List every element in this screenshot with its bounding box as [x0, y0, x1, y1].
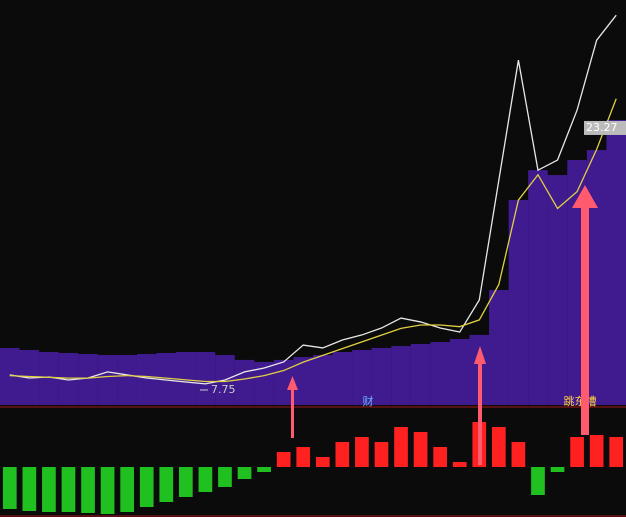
- histogram-bar: [198, 467, 213, 492]
- arrow-shaft: [581, 205, 589, 435]
- histogram-bar: [315, 457, 330, 467]
- histogram-bar: [452, 462, 467, 467]
- histogram-bar: [609, 437, 624, 467]
- indicator-bar: [410, 344, 431, 405]
- indicator-bar: [332, 351, 353, 405]
- histogram-bar: [335, 442, 350, 467]
- indicator-bar: [430, 342, 450, 405]
- indicator-bar: [508, 200, 529, 405]
- histogram-bar: [178, 467, 193, 497]
- indicator-bar: [0, 347, 20, 405]
- indicator-bar: [313, 355, 333, 405]
- price-tag-label: 23.27: [586, 121, 618, 134]
- histogram-bar: [81, 467, 95, 513]
- histogram-bar: [42, 467, 56, 512]
- indicator-bar: [195, 351, 216, 405]
- signal-label: 跳东槽: [564, 394, 597, 408]
- histogram-bar: [237, 467, 252, 479]
- indicator-bar: [528, 170, 548, 405]
- indicator-bar: [176, 351, 196, 405]
- histogram-bar: [257, 467, 271, 472]
- histogram-bar: [100, 467, 115, 514]
- arrows: [287, 185, 598, 465]
- arrow-head: [287, 376, 298, 390]
- indicator-bar: [586, 150, 607, 405]
- indicator-bar: [234, 359, 255, 405]
- indicator-bar: [449, 338, 470, 405]
- indicator-bar: [78, 354, 98, 405]
- indicator-bar: [371, 347, 392, 405]
- histogram-bar: [550, 467, 565, 472]
- histogram-bar: [394, 427, 408, 467]
- histogram-bar: [491, 427, 506, 467]
- indicator-bar: [606, 120, 626, 406]
- arrow-head: [474, 346, 486, 364]
- histogram-bar: [589, 435, 604, 467]
- indicator-bar: [39, 351, 59, 405]
- arrow-shaft: [478, 360, 482, 465]
- histogram-bar: [159, 467, 174, 502]
- indicator-bar: [391, 346, 411, 405]
- indicator-bar: [156, 353, 177, 405]
- histogram-bar: [531, 467, 545, 495]
- price-line: [9, 98, 617, 383]
- histogram-bar: [570, 437, 584, 467]
- histogram-bar: [139, 467, 154, 507]
- histogram-bar: [374, 442, 389, 467]
- arrow-shaft: [291, 388, 294, 438]
- histogram-bar: [2, 467, 17, 509]
- histogram-bar: [61, 467, 76, 512]
- indicator-bar: [547, 175, 568, 405]
- price-tag: [584, 120, 626, 135]
- histogram-bar: [296, 447, 311, 467]
- histogram-bar: [120, 467, 135, 512]
- indicator-bar: [254, 361, 274, 405]
- histogram-bar: [413, 432, 428, 467]
- histogram-bar: [276, 452, 291, 467]
- indicator-bar: [117, 355, 137, 405]
- indicator-panel: 财 跳东槽: [2, 394, 624, 514]
- histogram-bar: [22, 467, 37, 511]
- indicator-bar: [352, 349, 372, 405]
- signal-label: 财: [363, 394, 374, 408]
- histogram-bar: [355, 437, 369, 467]
- price-label: 7.75: [211, 383, 236, 396]
- histogram-bar: [218, 467, 232, 487]
- indicator-bar: [97, 355, 118, 405]
- price-line: [9, 14, 617, 385]
- histogram-bar: [511, 442, 526, 467]
- indicator-bar: [58, 353, 79, 405]
- histogram-bar: [433, 447, 448, 467]
- indicator-bar: [293, 357, 313, 405]
- indicator-bar: [489, 290, 509, 405]
- price-panel: 7.75 23.27: [0, 14, 626, 406]
- indicator-bar: [136, 354, 157, 405]
- arrow-head: [572, 185, 598, 208]
